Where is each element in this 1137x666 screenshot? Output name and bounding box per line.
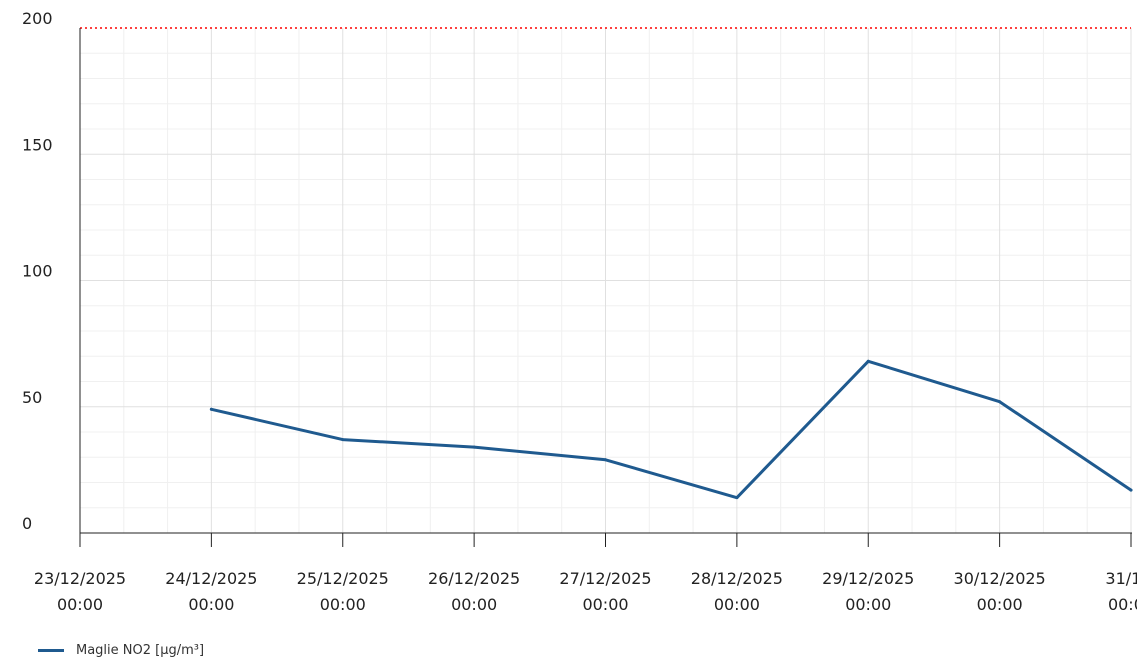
- data-point: [1129, 488, 1133, 492]
- y-tick-label: 0: [22, 514, 32, 533]
- y-axis-tick-labels: 0 50 100 150 200: [22, 9, 53, 533]
- x-tick-label-time: 00:00: [451, 595, 497, 614]
- data-point: [866, 359, 870, 363]
- data-point: [735, 496, 739, 500]
- y-tick-label: 50: [22, 388, 42, 407]
- x-tick-label-date: 27/12/2025: [559, 569, 651, 588]
- x-tick-label-date: 31/1...: [1105, 569, 1137, 588]
- legend-label: Maglie NO2 [µg/m³]: [76, 642, 205, 658]
- series-lines: [209, 359, 1133, 500]
- x-tick-label-time: 00:00: [320, 595, 366, 614]
- x-tick-label-time: 00:00: [1108, 595, 1137, 614]
- x-tick-label-time: 00:00: [57, 595, 103, 614]
- y-tick-label: 200: [22, 9, 53, 28]
- series-line: [209, 359, 1133, 500]
- data-point: [998, 400, 1002, 404]
- x-tick-label-date: 28/12/2025: [691, 569, 783, 588]
- data-point: [472, 445, 476, 449]
- x-tick-label-date: 23/12/2025: [34, 569, 126, 588]
- axes: [79, 28, 1132, 547]
- x-tick-label-time: 00:00: [188, 595, 234, 614]
- x-tick-label-time: 00:00: [582, 595, 628, 614]
- legend[interactable]: Maglie NO2 [µg/m³]: [38, 640, 204, 660]
- x-axis-tick-labels: 23/12/2025 00:00 24/12/2025 00:00 25/12/2025…: [34, 569, 1137, 614]
- legend-swatch: [38, 648, 64, 652]
- x-tick-label-date: 26/12/2025: [428, 569, 520, 588]
- y-tick-label: 150: [22, 135, 53, 154]
- y-tick-label: 100: [22, 262, 53, 281]
- data-point: [341, 438, 345, 442]
- x-tick-label-date: 24/12/2025: [165, 569, 257, 588]
- data-point: [209, 407, 213, 411]
- x-tick-label-time: 00:00: [977, 595, 1023, 614]
- data-point: [604, 458, 607, 462]
- x-tick-label-time: 00:00: [714, 595, 760, 614]
- x-tick-label-time: 00:00: [845, 595, 891, 614]
- x-tick-label-date: 25/12/2025: [297, 569, 389, 588]
- major-grid: [80, 28, 1132, 533]
- x-tick-label-date: 30/12/2025: [954, 569, 1046, 588]
- x-tick-label-date: 29/12/2025: [822, 569, 914, 588]
- no2-line-chart: 0 50 100 150 200 23/12/2025 00:00 24/12/2025 00…: [22, 9, 1137, 614]
